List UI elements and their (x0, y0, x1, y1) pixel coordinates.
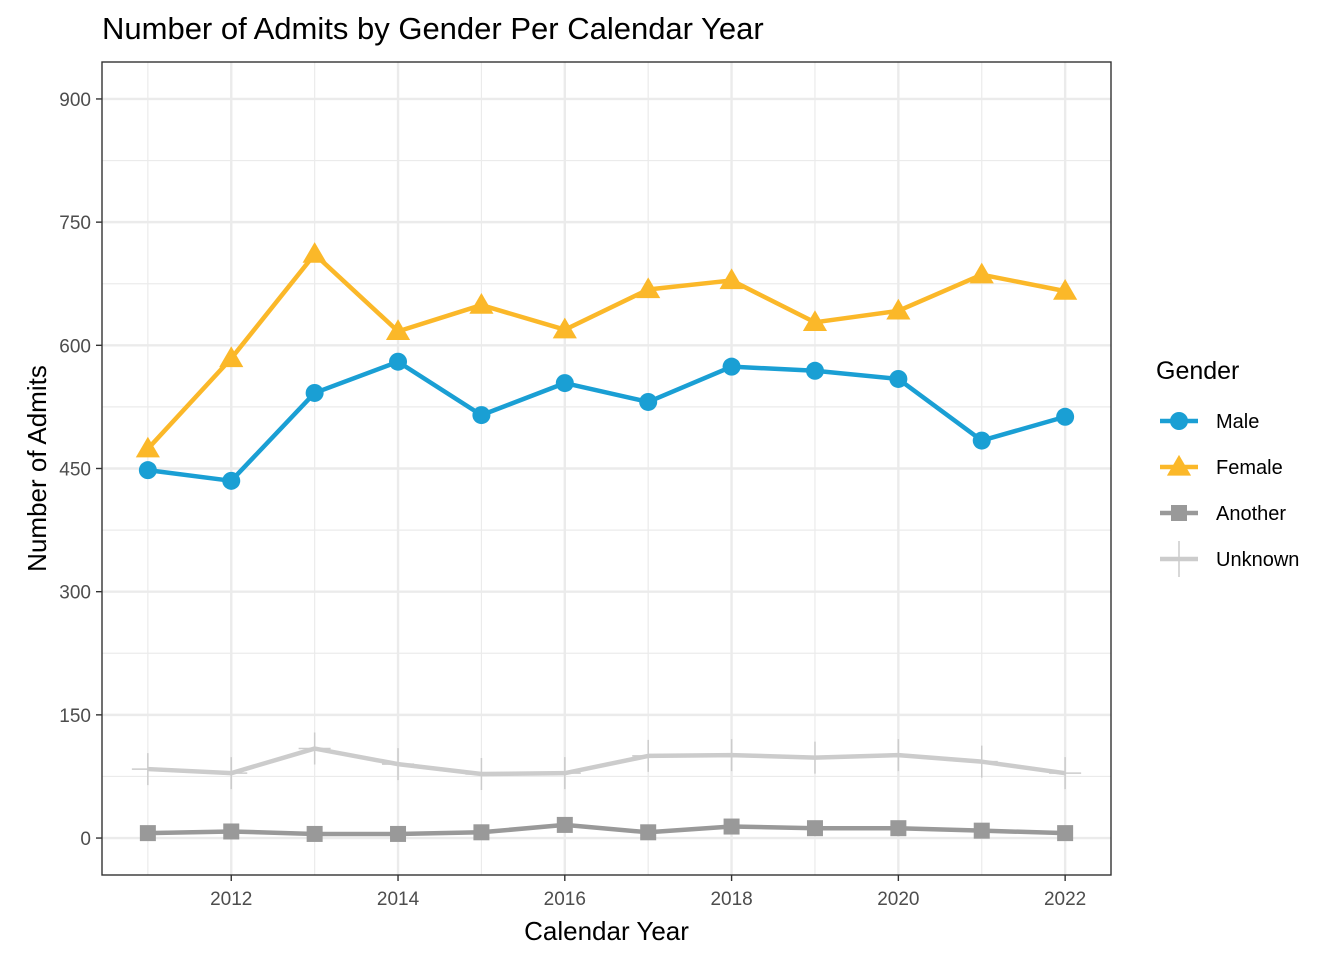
female-data-point (135, 436, 160, 458)
female-data-point (886, 298, 911, 320)
y-tick-label: 0 (80, 829, 91, 850)
male-data-point (639, 392, 658, 411)
male-data-point (889, 369, 908, 388)
female-data-point (219, 346, 244, 368)
female-data-point (385, 319, 411, 340)
female-data-point (636, 277, 661, 299)
another-data-point (890, 820, 907, 837)
male-data-point (389, 352, 408, 371)
legend-title: Gender (1156, 357, 1239, 385)
unknown-data-point (465, 757, 498, 790)
female-data-point (719, 268, 744, 290)
y-tick-label: 750 (59, 213, 91, 234)
another-data-point (390, 825, 407, 842)
y-tick-label: 300 (59, 583, 91, 604)
female-series-line (146, 251, 1066, 451)
legend-item-female: Female (1160, 454, 1283, 479)
male-series (138, 352, 1075, 490)
unknown-series (131, 732, 1082, 790)
unknown-data-point (1049, 757, 1082, 790)
unknown-data-point (382, 748, 415, 781)
male-data-point (305, 383, 324, 402)
y-axis: 0 150 300 450 600 750 900 (59, 90, 102, 850)
another-data-point (473, 824, 490, 841)
another-data-point (223, 823, 240, 840)
male-data-point (722, 357, 741, 376)
another-data-point (1057, 825, 1074, 842)
another-data-point (640, 824, 657, 841)
another-data-point (306, 825, 323, 842)
y-tick-label: 450 (59, 460, 91, 481)
x-tick-label: 2022 (1044, 889, 1086, 910)
unknown-data-point (715, 739, 748, 772)
y-tick-label: 150 (59, 706, 91, 727)
another-data-point (556, 816, 573, 833)
another-data-point (973, 822, 990, 839)
legend-key-square-icon (1171, 505, 1187, 521)
female-data-point (302, 242, 327, 263)
another-data-point (723, 818, 740, 835)
male-series-line (147, 359, 1066, 484)
y-axis-title: Number of Admits (22, 365, 52, 572)
male-data-point (138, 461, 157, 480)
legend-label-male: Male (1216, 411, 1259, 433)
another-data-point (806, 820, 823, 837)
x-tick-label: 2014 (377, 889, 420, 910)
x-axis: 2012 2014 2016 2018 2020 2022 (210, 875, 1086, 910)
x-tick-label: 2018 (710, 889, 752, 910)
male-data-point (555, 374, 574, 393)
unknown-data-point (215, 757, 248, 790)
unknown-data-point (298, 732, 331, 765)
unknown-data-point (548, 757, 581, 790)
chart-title: Number of Admits by Gender Per Calendar … (102, 11, 764, 46)
female-data-point (552, 317, 577, 339)
legend-item-another: Another (1160, 503, 1286, 525)
male-data-point (972, 431, 991, 450)
x-tick-label: 2020 (877, 889, 919, 910)
legend-label-another: Another (1216, 503, 1286, 525)
another-series-line (147, 822, 1066, 837)
x-axis-title: Calendar Year (524, 916, 689, 946)
legend: Gender Male Female Another Unknown (1156, 357, 1299, 577)
unknown-data-point (632, 739, 665, 772)
unknown-data-point (965, 745, 998, 778)
x-tick-label: 2016 (544, 889, 586, 910)
male-data-point (222, 471, 241, 490)
legend-label-female: Female (1216, 457, 1283, 479)
legend-key-circle-icon (1170, 412, 1188, 430)
unknown-series-line (147, 746, 1066, 777)
grid-lines (102, 62, 1111, 875)
y-tick-label: 600 (59, 336, 91, 357)
male-data-point (805, 361, 824, 380)
another-series (139, 816, 1074, 842)
unknown-data-point (798, 741, 831, 774)
legend-item-male: Male (1160, 411, 1259, 433)
female-data-point (969, 262, 994, 284)
legend-key-triangle-icon (1166, 454, 1192, 476)
legend-key-plus-icon (1161, 541, 1197, 577)
male-data-point (472, 406, 491, 425)
another-data-point (139, 825, 156, 842)
female-series (135, 242, 1078, 458)
female-data-point (802, 310, 828, 331)
legend-label-unknown: Unknown (1216, 549, 1299, 571)
female-data-point (469, 293, 494, 314)
y-tick-label: 900 (59, 90, 91, 111)
legend-item-unknown: Unknown (1160, 541, 1299, 577)
unknown-data-point (131, 753, 164, 786)
male-data-point (1056, 407, 1075, 426)
female-data-point (1053, 279, 1078, 300)
series-layer (131, 242, 1082, 842)
x-tick-label: 2012 (210, 889, 252, 910)
unknown-data-point (882, 739, 915, 772)
